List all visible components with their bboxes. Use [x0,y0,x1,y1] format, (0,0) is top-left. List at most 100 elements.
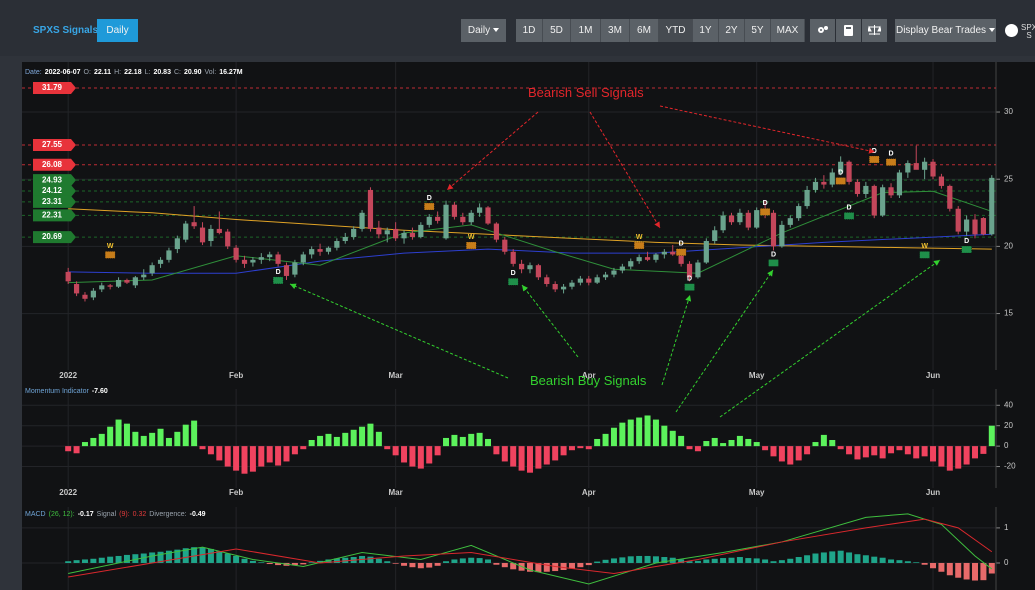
momentum-bar [963,446,970,465]
candle-body [913,163,919,170]
range-button[interactable]: 1M [571,19,601,42]
signal-label: D [687,275,692,282]
macd-bar [736,557,743,563]
momentum-bar [703,441,710,447]
macd-bar [249,560,256,563]
range-button[interactable]: 3M [601,19,630,42]
range-button[interactable]: 6M [630,19,659,42]
label-part: 16.27M [219,69,243,76]
candle-body [779,224,785,247]
signal-box [466,241,477,250]
interval-dropdown[interactable]: Daily [461,19,506,42]
macd-bar [938,562,945,572]
momentum-bar [359,426,366,447]
momentum-bar [258,446,265,467]
candle-body [510,251,516,264]
x-tick-label: Jun [926,488,940,497]
macd-bar [594,561,601,563]
level-tag [33,158,76,171]
momentum-bar [98,433,105,447]
candle-body [73,284,80,294]
momentum-bar [804,446,811,455]
candle-body [796,206,802,219]
momentum-bar [165,437,172,447]
macd-bar [753,558,760,563]
macd-bar [955,562,962,578]
range-button[interactable]: 2Y [719,19,745,42]
scale-icon [867,25,882,36]
signal-label: D [511,270,516,277]
candle-body [157,259,164,264]
momentum-bar [552,446,559,461]
calculator-button[interactable] [836,19,861,42]
range-button[interactable]: 1D [516,19,543,42]
momentum-bar [812,442,819,447]
range-button[interactable]: YTD [659,19,693,42]
macd-bar [762,559,769,563]
macd-bar [241,558,248,563]
macd-bar [157,551,164,563]
macd-bar [921,562,928,565]
toggle[interactable] [1005,24,1018,37]
range-button[interactable]: MAX [771,19,805,42]
scale-button[interactable] [862,19,887,42]
candle-body [930,161,936,177]
label-part: (26, 12): [49,511,75,518]
level-tag-label: 24.93 [42,175,63,184]
candle-body [132,277,138,286]
candle-body [409,232,416,237]
range-button[interactable]: 5Y [745,19,771,42]
signal-box [835,177,846,185]
x-tick-label: Apr [582,371,596,380]
momentum-bar [182,424,189,447]
candle-body [947,185,953,209]
candle-body [233,247,239,260]
candle-body [821,181,827,185]
macd-bar [258,562,265,563]
candle-body [334,241,340,248]
macd-bar [770,561,777,563]
x-tick-label: Mar [389,371,403,380]
candle-body [426,216,432,225]
macd-bar [652,556,659,563]
candle-body [964,219,970,232]
signal-box [961,245,972,254]
gear-icon [817,26,828,34]
moving-average [68,233,992,274]
macd-bar [946,562,953,576]
signal-label: D [427,195,432,202]
x-tick-label: Feb [229,371,243,380]
range-button[interactable]: 1Y [693,19,719,42]
candle-body [477,207,483,213]
macd-bar [485,559,492,563]
momentum-bar [585,446,592,450]
badge[interactable]: Daily [97,19,138,42]
momentum-bar [770,446,777,457]
momentum-bar [476,432,483,447]
candle-body [485,207,491,224]
momentum-bar [224,446,231,467]
annotation: Bearish Sell Signals [528,85,644,100]
macd-bar [90,558,97,563]
settings-button[interactable] [810,19,835,42]
candle-body [174,238,180,250]
level-tag [33,195,76,208]
signal-box [759,208,771,216]
signal-box [885,158,897,166]
candle-body [938,176,945,186]
momentum-bar [409,446,416,467]
candle-body [124,279,130,283]
candle-body [393,228,399,239]
macd-bar [820,552,827,563]
sell-arrow [589,111,661,229]
candle-body [653,254,659,260]
candle-body [871,185,877,216]
signal-box [768,259,779,267]
candle-body [443,204,449,239]
signal-box [272,276,284,285]
range-button[interactable]: 5D [543,19,571,42]
candle-body [342,236,348,242]
momentum-bar [115,419,122,447]
trades-dropdown[interactable]: Display Bear Trades [895,19,996,42]
macd-bar [661,557,668,563]
